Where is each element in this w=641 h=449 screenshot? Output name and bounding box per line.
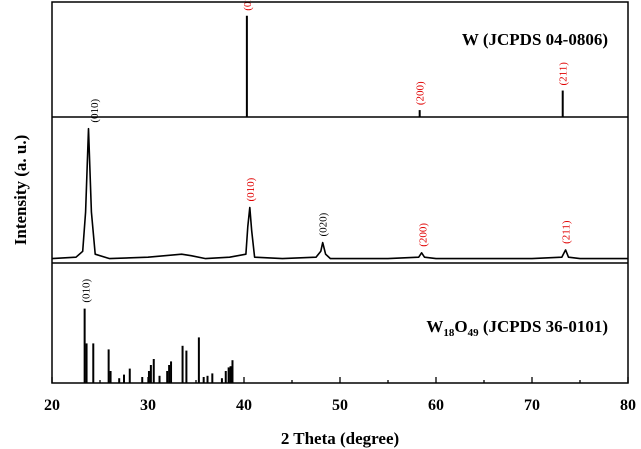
x-tick-label: 70 <box>524 397 540 414</box>
panel-bottom-w18o49-reference: (010) <box>81 278 234 383</box>
x-tick-label: 60 <box>428 397 444 414</box>
peak-annotation: (200) <box>415 81 427 105</box>
ref-label-w: W <box>426 317 443 336</box>
x-tick-label: 30 <box>140 397 156 414</box>
x-tick-label: 80 <box>620 397 636 414</box>
peak-annotation: (020) <box>318 212 330 236</box>
ref-label-jcpds: (JCPDS 36-0101) <box>479 317 608 336</box>
x-tick-label: 40 <box>236 397 252 414</box>
top-reference-label: W (JCPDS 04-0806) <box>462 30 608 49</box>
peak-annotation: (010) <box>242 0 254 11</box>
ref-label-sub-49: 49 <box>468 327 480 339</box>
ref-label-o: O <box>454 317 467 336</box>
peak-annotation: (010) <box>81 278 93 302</box>
panel-middle-sample-pattern: (010) (010) (020) (200) (211) <box>51 99 628 260</box>
bottom-reference-label: W18O49 (JCPDS 36-0101) <box>426 317 608 339</box>
xrd-pattern-line <box>51 127 628 260</box>
peak-annotation: (010) <box>89 99 101 123</box>
peak-annotation: (211) <box>561 220 573 244</box>
panel-top-w-reference: (010) (200) (211) <box>242 0 570 117</box>
x-axis-label: 2 Theta (degree) <box>281 429 399 448</box>
peak-annotation: (211) <box>558 62 570 86</box>
ref-label-sub-18: 18 <box>443 327 455 339</box>
peak-annotation: (010) <box>245 177 257 201</box>
peak-annotation: (200) <box>418 223 430 247</box>
y-axis-label: Intensity (a. u.) <box>11 135 30 246</box>
x-axis: 20 30 40 50 60 70 80 <box>44 377 636 414</box>
x-tick-label: 20 <box>44 397 60 414</box>
x-tick-label: 50 <box>332 397 348 414</box>
